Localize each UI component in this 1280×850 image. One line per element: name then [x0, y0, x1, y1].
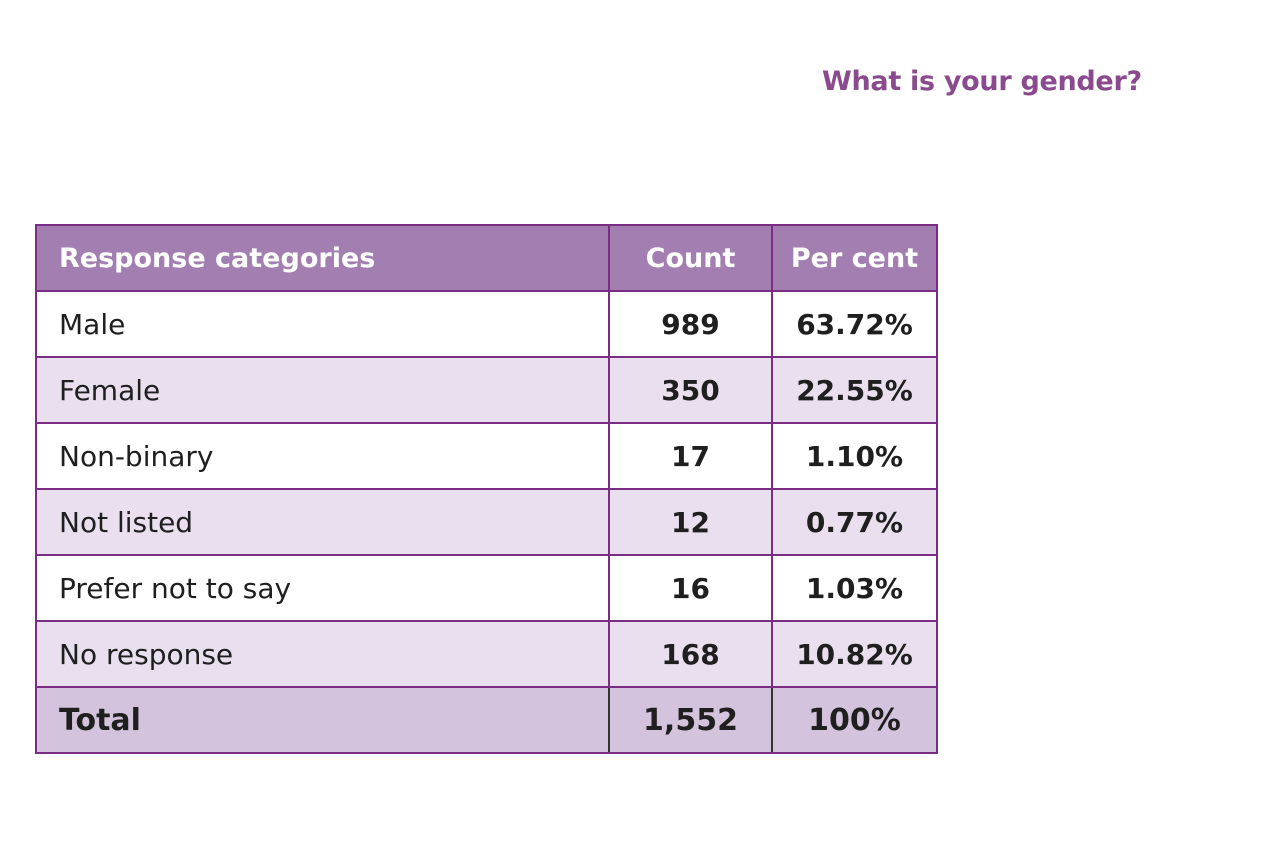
row-category: Non-binary [35, 422, 610, 490]
row-category: Female [35, 356, 610, 424]
row-category: Prefer not to say [35, 554, 610, 622]
total-label: Total [35, 686, 610, 754]
row-percent: 0.77% [771, 488, 938, 556]
row-count: 168 [608, 620, 773, 688]
table-header-row: Response categories Count Per cent [35, 224, 938, 292]
table-total-row: Total 1,552 100% [35, 686, 938, 754]
row-percent: 1.03% [771, 554, 938, 622]
table-row: Prefer not to say 16 1.03% [35, 554, 938, 622]
row-percent: 22.55% [771, 356, 938, 424]
row-count: 350 [608, 356, 773, 424]
table-row: Non-binary 17 1.10% [35, 422, 938, 490]
row-percent: 63.72% [771, 290, 938, 358]
total-percent: 100% [771, 686, 938, 754]
row-percent: 1.10% [771, 422, 938, 490]
row-category: Not listed [35, 488, 610, 556]
row-count: 12 [608, 488, 773, 556]
table-row: Female 350 22.55% [35, 356, 938, 424]
header-per-cent: Per cent [771, 224, 938, 292]
header-count: Count [608, 224, 773, 292]
gender-table: Response categories Count Per cent Male … [35, 224, 938, 754]
header-response-categories: Response categories [35, 224, 610, 292]
row-count: 17 [608, 422, 773, 490]
table-row: Male 989 63.72% [35, 290, 938, 358]
row-category: Male [35, 290, 610, 358]
table-row: No response 168 10.82% [35, 620, 938, 688]
total-count: 1,552 [608, 686, 773, 754]
table-row: Not listed 12 0.77% [35, 488, 938, 556]
row-category: No response [35, 620, 610, 688]
chart-title: What is your gender? [822, 66, 1142, 97]
row-count: 989 [608, 290, 773, 358]
row-percent: 10.82% [771, 620, 938, 688]
row-count: 16 [608, 554, 773, 622]
